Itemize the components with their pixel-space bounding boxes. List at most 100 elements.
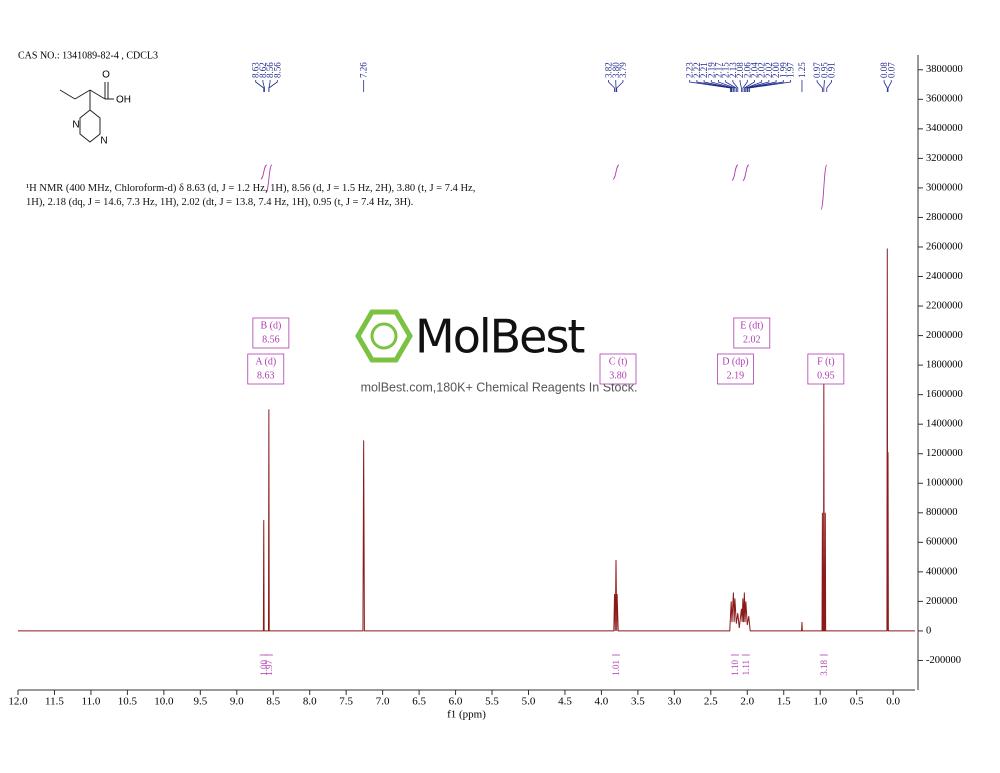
x-tick-label: 9.0 <box>230 696 244 708</box>
integral-curve <box>820 164 828 210</box>
peak-label: 2.13 <box>728 62 738 78</box>
y-tick-label: 2200000 <box>926 300 963 311</box>
peak-connector <box>255 80 265 92</box>
y-tick-label: 1000000 <box>926 478 963 489</box>
peak-label: 2.15 <box>721 62 731 78</box>
peak-connector <box>739 80 742 92</box>
peak-label: 2.21 <box>699 62 709 78</box>
multiplet-shift: 0.95 <box>817 370 835 381</box>
peak-connector <box>732 80 739 92</box>
peak-label: 7.26 <box>359 62 369 78</box>
x-tick-label: 2.5 <box>704 696 718 708</box>
x-tick-label: 6.0 <box>449 696 463 708</box>
integral-value: 1.97 <box>264 660 274 676</box>
integral-value: 1.10 <box>730 660 740 676</box>
integral-value: 1.11 <box>741 660 751 675</box>
integral-value: 1.00 <box>259 660 269 676</box>
x-tick-label: 6.5 <box>412 696 426 708</box>
x-tick-label: 1.5 <box>777 696 791 708</box>
multiplet-label: F (t) <box>817 356 835 367</box>
atom-label: O <box>102 70 110 81</box>
multiplet-shift: 2.02 <box>743 334 761 345</box>
multiplet-label: A (d) <box>255 356 276 367</box>
atom-label: OH <box>116 95 131 106</box>
y-tick-label: 200000 <box>926 596 958 607</box>
x-tick-label: 7.0 <box>376 696 390 708</box>
x-tick-label: 7.5 <box>339 696 353 708</box>
x-axis-label: f1 (ppm) <box>447 709 486 721</box>
multiplet-label: D (dp) <box>722 356 748 367</box>
y-tick-label: 1600000 <box>926 389 963 400</box>
x-tick-label: 5.0 <box>522 696 536 708</box>
multiplet-box <box>717 353 754 385</box>
peak-label: 0.97 <box>812 62 822 78</box>
multiplet-label: C (t) <box>609 356 628 367</box>
y-tick-label: 600000 <box>926 537 958 548</box>
x-tick-label: 0.0 <box>886 696 900 708</box>
y-tick-label: 2400000 <box>926 271 963 282</box>
peak-connector <box>747 80 784 92</box>
peak-label: 2.23 <box>685 62 695 78</box>
y-tick-label: 0 <box>926 625 931 636</box>
cas-number: CAS NO.: 1341089-82-4 , CDCL3 <box>18 50 158 61</box>
peak-connector <box>608 80 615 92</box>
multiplet-shift: 2.19 <box>727 370 745 381</box>
peak-connector <box>262 80 265 92</box>
peak-label: 0.95 <box>819 62 829 78</box>
watermark-logo: MolBest <box>415 310 584 364</box>
multiplet-label: B (d) <box>260 320 281 331</box>
peak-label: 2.17 <box>713 62 723 78</box>
y-tick-label: 3200000 <box>926 153 963 164</box>
nmr-description: ¹H NMR (400 MHz, Chloroform-d) δ 8.63 (d… <box>26 183 476 208</box>
peak-connector <box>746 80 777 92</box>
x-tick-label: 9.5 <box>193 696 207 708</box>
peak-label: 2.19 <box>706 62 716 78</box>
peak-label: 8.63 <box>251 62 261 78</box>
peak-label: 1.99 <box>778 62 788 78</box>
peak-label: 2.06 <box>742 62 752 78</box>
peak-label: 2.02 <box>764 62 774 78</box>
peak-label: 3.80 <box>611 62 621 78</box>
x-tick-label: 5.5 <box>485 696 499 708</box>
multiplet-box <box>252 317 290 349</box>
y-tick-label: -200000 <box>926 655 961 666</box>
peak-connector <box>743 80 755 92</box>
atom-label: N <box>100 136 107 147</box>
peak-label: 1.97 <box>785 62 795 78</box>
multiplet-shift: 8.56 <box>262 334 280 345</box>
x-tick-label: 2.0 <box>740 696 754 708</box>
atom-label: N <box>72 120 79 131</box>
y-tick-label: 1200000 <box>926 448 963 459</box>
x-tick-label: 3.0 <box>667 696 681 708</box>
integral-curve <box>265 164 273 194</box>
peak-connector <box>887 80 892 92</box>
peak-connector <box>689 80 731 92</box>
peak-label: 8.62 <box>258 62 268 78</box>
y-tick-label: 3600000 <box>926 94 963 105</box>
x-tick-label: 10.0 <box>154 696 174 708</box>
x-tick-label: 1.0 <box>813 696 827 708</box>
peak-connector <box>710 80 734 92</box>
peak-connector <box>703 80 733 92</box>
multiplet-box <box>599 353 637 385</box>
y-tick-label: 1800000 <box>926 360 963 371</box>
y-tick-label: 2600000 <box>926 241 963 252</box>
x-tick-label: 11.5 <box>45 696 64 708</box>
spectrum-line <box>18 248 915 632</box>
peak-connector <box>816 80 823 92</box>
peak-label: 2.00 <box>771 62 781 78</box>
y-tick-label: 400000 <box>926 566 958 577</box>
peak-connector <box>826 80 832 92</box>
x-tick-label: 11.0 <box>82 696 101 708</box>
x-tick-label: 12.0 <box>8 696 28 708</box>
peak-connector <box>696 80 732 92</box>
peak-connector <box>742 80 748 92</box>
multiplet-shift: 3.80 <box>609 370 627 381</box>
integral-value: 1.01 <box>611 660 621 676</box>
peak-label: 0.07 <box>886 62 896 78</box>
peak-connector <box>718 80 736 92</box>
peak-connector <box>616 80 624 92</box>
peak-label: 8.56 <box>272 62 282 78</box>
y-tick-label: 1400000 <box>926 419 963 430</box>
